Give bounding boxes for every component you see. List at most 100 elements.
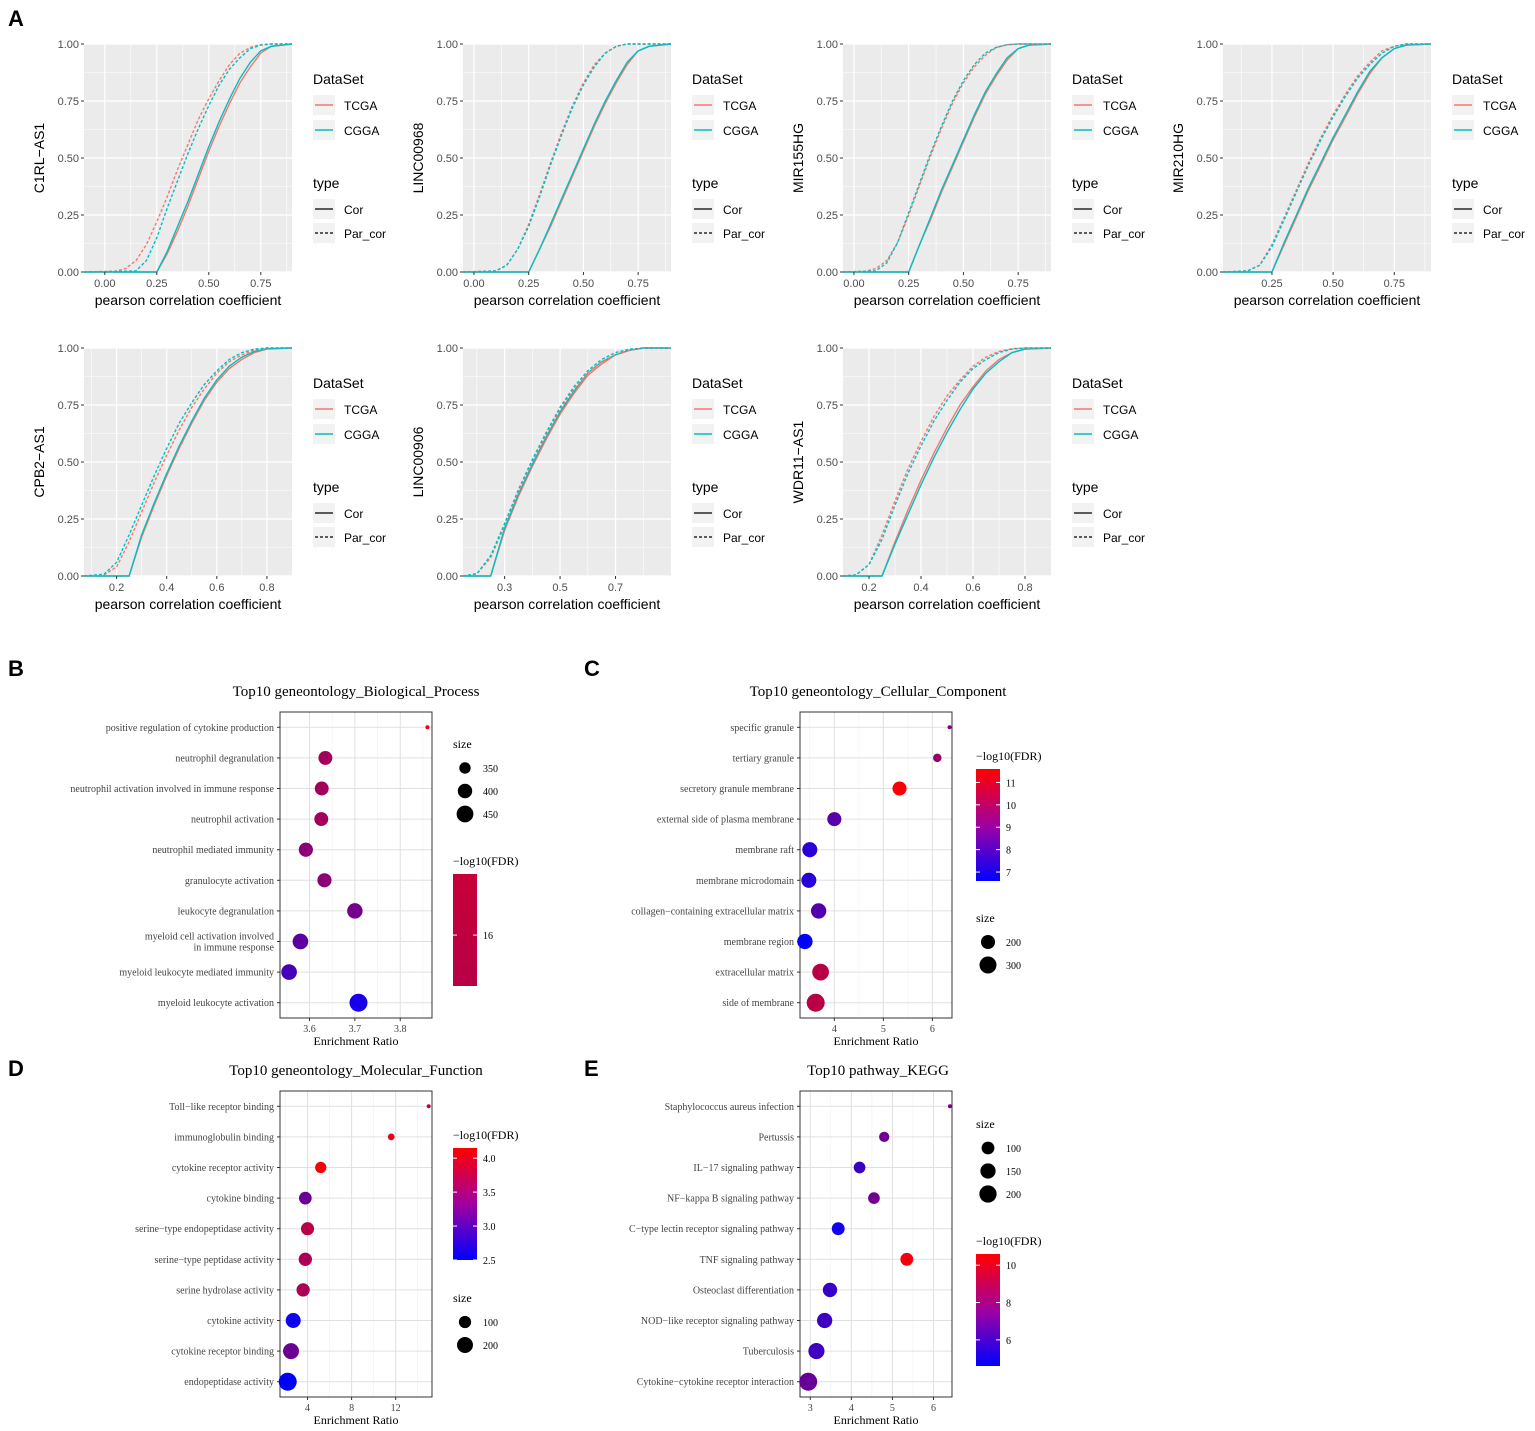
category-label-myeloid-leukocyte-mediated-immunity: myeloid leukocyte mediated immunity — [119, 968, 274, 979]
category-label-in-immune-response: in immune response — [193, 943, 274, 954]
legend: DataSet TCGA CGGA type Cor Par_cor — [692, 375, 765, 547]
x-tick-label: 0.3 — [497, 582, 512, 594]
category-label-osteoclast-differentiation: Osteoclast differentiation — [693, 1285, 794, 1296]
y-tick-label: 1.00 — [437, 343, 458, 355]
y-tick-label: 0.75 — [817, 400, 838, 412]
category-label-collagen-containing-extracellular-matrix: collagen−containing extracellular matrix — [631, 906, 794, 917]
y-axis-title: MIR210HG — [1170, 123, 1186, 193]
x-tick-label: 4 — [305, 1403, 310, 1414]
x-tick-label: 0.25 — [1261, 278, 1282, 290]
color-legend-label: 8 — [1006, 846, 1011, 857]
y-tick-label: 0.75 — [437, 400, 458, 412]
size-legend-label: 150 — [1006, 1167, 1021, 1178]
color-legend: −log10(FDR) 10 8 6 — [976, 1234, 1041, 1366]
series-line-cgga-par-cor — [83, 347, 292, 577]
color-legend-label: 16 — [483, 931, 493, 942]
legend-label-cgga: CGGA — [1103, 428, 1138, 442]
panel-letter-e: E — [584, 1056, 599, 1081]
legend-key-bg — [313, 527, 335, 547]
y-tick-label: 1.00 — [437, 39, 458, 51]
y-tick-label: 0.75 — [58, 96, 79, 108]
category-label-extracellular-matrix: extracellular matrix — [715, 968, 794, 979]
x-tick-label: 3 — [808, 1403, 813, 1414]
category-label-endopeptidase-activity: endopeptidase activity — [184, 1377, 274, 1388]
legend-label-cgga: CGGA — [723, 428, 758, 442]
y-axis-title: CPB2−AS1 — [31, 426, 47, 497]
ecdf-chart-mir210hg: 0.00 0.25 0.50 0.75 1.00 0.25 0.50 0.75 pearson … — [1170, 39, 1525, 308]
series-line-cgga-par-cor — [83, 43, 292, 273]
category-label-positive-regulation-of-cytokine-production: positive regulation of cytokine producti… — [106, 723, 274, 734]
color-legend-label: 9 — [1006, 823, 1011, 834]
data-point-membrane-microdomain — [801, 872, 817, 888]
data-point-leukocyte-degranulation — [347, 903, 363, 919]
series-line-tcga-cor — [84, 43, 293, 273]
x-tick-label: 6 — [931, 1403, 936, 1414]
legend-label-cor: Cor — [344, 507, 363, 521]
legend-label-cor: Cor — [1103, 203, 1122, 217]
legend-title-type: type — [313, 479, 340, 495]
size-legend: size 200 300 — [976, 911, 1021, 974]
legend-title-dataset: DataSet — [313, 375, 364, 391]
data-point-side-of-membrane — [806, 993, 825, 1012]
x-axis-title: pearson correlation coefficient — [474, 292, 661, 308]
size-legend-dot — [981, 1141, 995, 1155]
category-label-cytokine-binding: cytokine binding — [207, 1194, 275, 1205]
legend-title-type: type — [1452, 175, 1479, 191]
x-tick-label: 0.25 — [518, 278, 539, 290]
legend-label-cor: Cor — [1103, 507, 1122, 521]
y-tick-label: 0.00 — [58, 267, 79, 279]
x-tick-label: 0.00 — [843, 278, 864, 290]
y-tick-label: 0.25 — [58, 210, 79, 222]
color-bar — [976, 769, 1000, 881]
category-label-cytokine-cytokine-receptor-interaction: Cytokine−cytokine receptor interaction — [637, 1377, 794, 1388]
category-label-c-type-lectin-receptor-signaling-pathway: C−type lectin receptor signaling pathway — [629, 1224, 794, 1235]
panel-letter-a: A — [8, 6, 24, 31]
color-legend-label: 3.0 — [483, 1222, 496, 1233]
data-point-cytokine-binding — [298, 1191, 312, 1205]
category-label-neutrophil-degranulation: neutrophil degranulation — [175, 753, 274, 764]
size-legend-label: 400 — [483, 787, 498, 798]
x-tick-label: 0.7 — [608, 582, 623, 594]
legend-key-bg — [313, 223, 335, 243]
color-legend-label: 8 — [1006, 1299, 1011, 1310]
x-tick-label: 3.6 — [303, 1024, 316, 1035]
y-tick-label: 0.00 — [58, 571, 79, 583]
size-legend-title: size — [453, 1291, 472, 1305]
category-label-granulocyte-activation: granulocyte activation — [185, 876, 274, 887]
data-point-membrane-region — [797, 933, 813, 950]
color-legend-label: 3.5 — [483, 1188, 496, 1199]
legend-label-cgga: CGGA — [344, 428, 379, 442]
x-axis-title: pearson correlation coefficient — [95, 596, 282, 612]
size-legend-label: 200 — [483, 1341, 498, 1352]
y-tick-label: 0.00 — [817, 267, 838, 279]
size-legend-label: 100 — [483, 1318, 498, 1329]
x-tick-label: 5 — [890, 1403, 895, 1414]
x-axis-title: Enrichment Ratio — [834, 1034, 919, 1048]
x-tick-label: 0.25 — [146, 278, 167, 290]
data-point-granulocyte-activation — [317, 873, 332, 888]
plot-border — [279, 1090, 433, 1398]
category-label-secretory-granule-membrane: secretory granule membrane — [680, 784, 794, 795]
legend-title-dataset: DataSet — [1072, 71, 1123, 87]
x-axis-title: Enrichment Ratio — [314, 1413, 399, 1427]
plot-border — [279, 711, 433, 1019]
y-tick-label: 1.00 — [1197, 39, 1218, 51]
category-label-nod-like-receptor-signaling-pathway: NOD−like receptor signaling pathway — [641, 1316, 794, 1327]
size-legend-title: size — [976, 911, 995, 925]
y-tick-label: 0.50 — [58, 153, 79, 165]
category-label-pertussis: Pertussis — [758, 1132, 794, 1143]
size-legend-dot — [457, 783, 473, 799]
x-tick-label: 6 — [930, 1024, 935, 1035]
data-point-endopeptidase-activity — [278, 1372, 297, 1391]
color-legend-label: 10 — [1006, 1261, 1016, 1272]
y-tick-label: 0.25 — [58, 514, 79, 526]
category-label-side-of-membrane: side of membrane — [722, 998, 794, 1009]
category-label-neutrophil-activation: neutrophil activation — [191, 815, 274, 826]
category-label-toll-like-receptor-binding: Toll−like receptor binding — [169, 1102, 274, 1113]
data-point-serine-type-peptidase-activity — [298, 1252, 312, 1266]
legend: DataSet TCGA CGGA type Cor Par_cor — [313, 375, 386, 547]
data-point-tuberculosis — [808, 1343, 825, 1360]
plot-border — [799, 711, 953, 1019]
legend-title-type: type — [1072, 479, 1099, 495]
category-label-cytokine-receptor-activity: cytokine receptor activity — [172, 1163, 274, 1174]
